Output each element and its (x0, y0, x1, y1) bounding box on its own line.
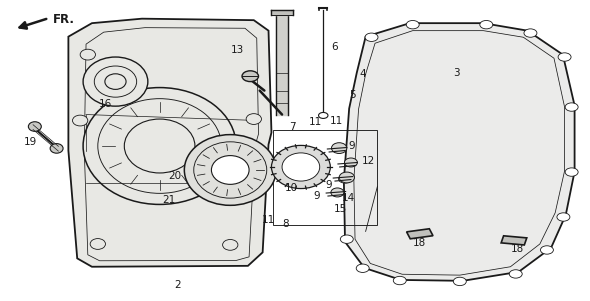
Ellipse shape (80, 49, 96, 60)
Ellipse shape (365, 33, 378, 42)
Ellipse shape (271, 145, 330, 188)
Ellipse shape (480, 20, 493, 29)
Ellipse shape (50, 144, 63, 153)
Ellipse shape (83, 57, 148, 106)
Text: 12: 12 (362, 156, 375, 166)
Text: 19: 19 (24, 137, 37, 147)
Text: 16: 16 (99, 99, 112, 109)
Text: 5: 5 (349, 90, 356, 100)
Text: FR.: FR. (53, 13, 74, 26)
Text: 11: 11 (262, 215, 275, 225)
Ellipse shape (540, 246, 553, 254)
Ellipse shape (211, 156, 249, 184)
Ellipse shape (242, 71, 258, 82)
Ellipse shape (90, 239, 106, 249)
Ellipse shape (524, 29, 537, 37)
Text: 9: 9 (326, 180, 332, 190)
Ellipse shape (319, 113, 328, 118)
Ellipse shape (73, 115, 88, 126)
Ellipse shape (565, 103, 578, 111)
Text: 9: 9 (349, 141, 355, 151)
Text: 6: 6 (331, 42, 337, 52)
Ellipse shape (356, 264, 369, 272)
Text: 13: 13 (231, 45, 244, 55)
Text: 9: 9 (313, 191, 320, 201)
Ellipse shape (83, 88, 236, 204)
Text: 8: 8 (282, 219, 289, 229)
Text: 21: 21 (162, 195, 175, 205)
Ellipse shape (558, 53, 571, 61)
Ellipse shape (339, 172, 355, 183)
Ellipse shape (340, 235, 353, 244)
Text: 18: 18 (511, 244, 524, 254)
Ellipse shape (339, 175, 352, 183)
Ellipse shape (345, 158, 358, 167)
Ellipse shape (565, 168, 578, 176)
Ellipse shape (184, 135, 276, 205)
Text: 18: 18 (413, 238, 427, 248)
Text: 7: 7 (289, 122, 296, 132)
Ellipse shape (332, 143, 347, 154)
Polygon shape (68, 19, 271, 267)
Ellipse shape (28, 122, 41, 131)
Ellipse shape (222, 240, 238, 250)
Polygon shape (501, 236, 527, 245)
Text: 10: 10 (284, 183, 297, 193)
Polygon shape (344, 23, 575, 281)
Ellipse shape (394, 276, 407, 285)
Ellipse shape (453, 277, 466, 286)
Ellipse shape (246, 114, 261, 124)
Ellipse shape (407, 20, 419, 29)
Text: 11: 11 (309, 117, 322, 127)
Text: 20: 20 (168, 171, 181, 181)
Polygon shape (407, 229, 433, 239)
Bar (273, 129, 378, 225)
Ellipse shape (509, 270, 522, 278)
Text: 11: 11 (330, 116, 343, 126)
Ellipse shape (557, 213, 570, 221)
Text: 2: 2 (174, 280, 181, 290)
Text: 14: 14 (342, 194, 355, 203)
Text: 4: 4 (359, 69, 366, 79)
Text: 15: 15 (334, 204, 347, 214)
Ellipse shape (282, 153, 320, 181)
Ellipse shape (331, 188, 344, 197)
Text: 3: 3 (454, 68, 460, 78)
